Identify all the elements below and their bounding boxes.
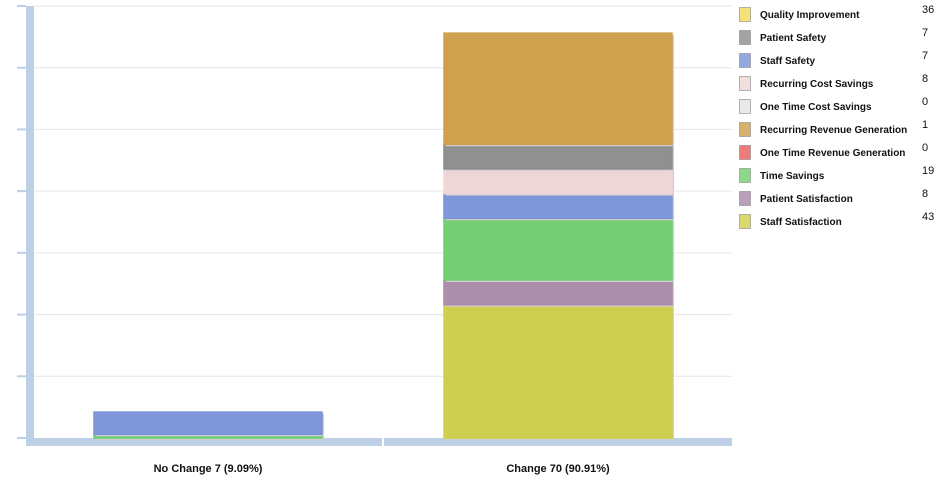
legend-label-staff-satisfaction: Staff Satisfaction	[760, 217, 842, 228]
legend-label-patient-safety: Patient Safety	[760, 33, 827, 44]
legend-swatch-one-time-revenue-generation	[739, 145, 751, 160]
legend-swatch-patient-satisfaction	[739, 191, 751, 206]
legend-value: 0	[922, 96, 928, 108]
bar-patient-safety[interactable]	[443, 143, 673, 170]
legend-value: 7	[922, 50, 928, 62]
legend-value: 43	[922, 211, 934, 223]
legend-label-patient-satisfaction: Patient Satisfaction	[760, 194, 853, 205]
x-axis-segment	[26, 438, 382, 446]
legend-label-quality-improvement: Quality Improvement	[760, 10, 860, 21]
y-axis	[26, 6, 34, 446]
legend-swatch-quality-improvement	[739, 7, 751, 22]
bar-recurring-cost-savings[interactable]	[443, 168, 673, 195]
legend-label-one-time-cost-savings: One Time Cost Savings	[760, 102, 872, 113]
bar-patient-satisfaction[interactable]	[443, 279, 673, 306]
bar-staff-safety[interactable]	[443, 192, 673, 220]
legend-label-staff-safety: Staff Safety	[760, 56, 815, 67]
legend-value: 8	[922, 73, 928, 85]
legend-value: 8	[922, 188, 928, 200]
legend-swatch-time-savings	[739, 168, 751, 183]
legend-label-recurring-revenue-generation: Recurring Revenue Generation	[760, 125, 907, 136]
legend-swatch-recurring-cost-savings	[739, 76, 751, 91]
x-axis-segment	[384, 438, 732, 446]
legend-swatch-staff-satisfaction	[739, 214, 751, 229]
x-category-label: Change 70 (90.91%)	[506, 463, 610, 475]
legend-label-one-time-revenue-generation: One Time Revenue Generation	[760, 148, 905, 159]
bar-recurring-revenue-generation[interactable]	[443, 32, 673, 145]
x-category-label: No Change 7 (9.09%)	[154, 463, 263, 475]
legend-label-recurring-cost-savings: Recurring Cost Savings	[760, 79, 874, 90]
legend-value: 1	[922, 119, 928, 131]
legend-swatch-patient-safety	[739, 30, 751, 45]
bar-staff-satisfaction[interactable]	[443, 303, 673, 439]
legend-swatch-staff-safety	[739, 53, 751, 68]
legend-value: 7	[922, 27, 928, 39]
bar-staff-safety[interactable]	[93, 411, 323, 436]
legend-value: 19	[922, 165, 934, 177]
legend-value: 36	[922, 4, 934, 16]
legend-value: 0	[922, 142, 928, 154]
legend-label-time-savings: Time Savings	[760, 171, 825, 182]
bar-time-savings[interactable]	[443, 217, 673, 281]
legend-swatch-one-time-cost-savings	[739, 99, 751, 114]
legend-swatch-recurring-revenue-generation	[739, 122, 751, 137]
